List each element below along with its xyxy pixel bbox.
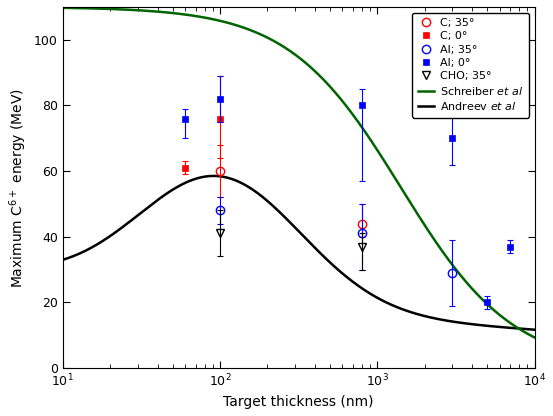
Y-axis label: Maximum C$^{6+}$ energy (MeV): Maximum C$^{6+}$ energy (MeV)	[7, 87, 29, 287]
X-axis label: Target thickness (nm): Target thickness (nm)	[223, 395, 374, 409]
Legend: C; 35°, C; 0°, Al; 35°, Al; 0°, CHO; 35°, Schreiber $et\ al$, Andreev $et\ al$: C; 35°, C; 0°, Al; 35°, Al; 0°, CHO; 35°…	[412, 12, 529, 118]
